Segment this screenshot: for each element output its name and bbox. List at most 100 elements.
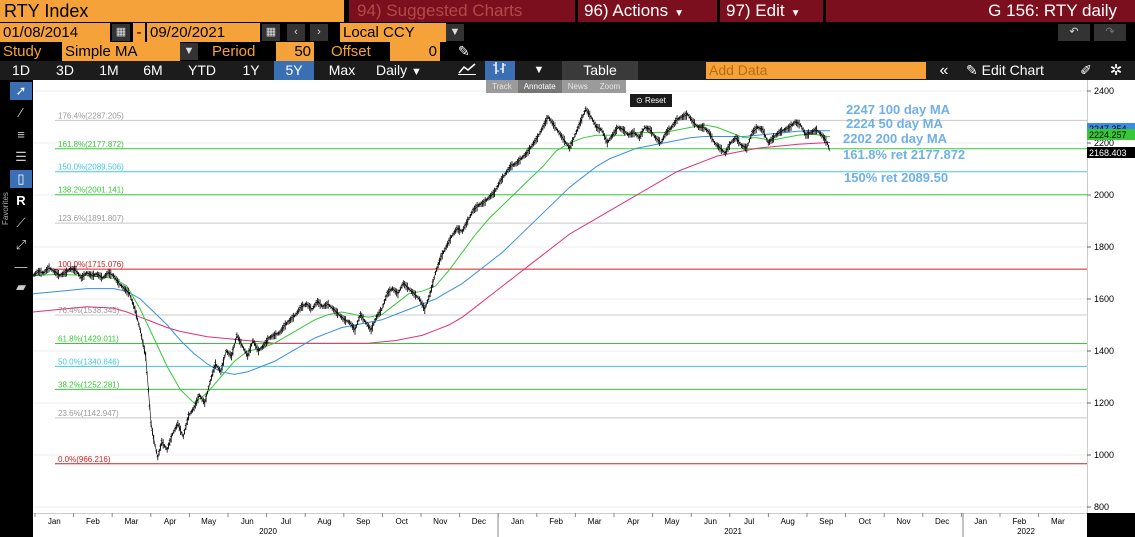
fibonacci-icon[interactable]: ≡ [17, 127, 25, 142]
collapse-icon[interactable]: « [939, 62, 949, 79]
last-value-tag [1087, 147, 1135, 158]
x-month-label: Sep [819, 517, 834, 526]
window-title: G 156: RTY daily [826, 0, 1135, 22]
x-axis-svg: Jan Feb Mar Apr May Jun Jul Aug Sep Oct Nov Dec Jan F… [33, 512, 1087, 537]
y-tick-label: 2400 [1094, 86, 1114, 96]
chevron-down-icon: ▼ [674, 8, 685, 19]
zoom-button[interactable]: Zoom [599, 82, 621, 91]
chevron-left-icon[interactable]: ‹ [287, 24, 305, 41]
pen-icon[interactable]: ∕ [19, 105, 23, 120]
start-date-field[interactable]: 01/08/2014 [0, 23, 110, 42]
redo-icon[interactable]: ↷ [1094, 24, 1126, 41]
chevron-right-icon[interactable]: › [310, 24, 328, 41]
gear-icon[interactable]: ✲ [1109, 62, 1123, 79]
ma-annotation: 2202 200 day MA [843, 131, 948, 146]
x-year-label: 2020 [259, 527, 277, 536]
chevron-down-icon[interactable]: ▼ [533, 64, 545, 76]
track-button[interactable]: Track [492, 82, 512, 91]
range-1d[interactable]: 1D [12, 62, 30, 78]
range-ytd[interactable]: YTD [188, 62, 216, 78]
fib-level-label: 176.4%(2287.205) [58, 111, 124, 120]
x-month-label: Jun [704, 517, 717, 526]
x-month-label: Nov [896, 517, 910, 526]
add-data-input[interactable]: Add Data [706, 62, 926, 79]
r-tool-icon[interactable]: R [10, 192, 32, 210]
offset-field[interactable]: 0 [390, 42, 440, 61]
end-date-field[interactable]: 09/20/2021 [147, 23, 260, 42]
x-month-label: Dec [472, 517, 486, 526]
fib-level-label: 138.2%(2001.141) [58, 186, 124, 195]
actions-menu[interactable]: 96) Actions ▼ [578, 0, 717, 22]
reset-button[interactable]: ⊙ Reset [630, 94, 672, 107]
reset-icon: ⊙ [636, 96, 643, 105]
ohlc-bars-icon [493, 62, 506, 74]
fib-level-label: 150.0%(2089.506) [58, 163, 124, 172]
price-chart[interactable]: 176.4%(2287.205) 161.8%(2177.872) 150.0%(2… [31, 80, 1087, 513]
y-tick-label: 1200 [1094, 398, 1114, 408]
chevron-down-icon[interactable]: ▼ [446, 24, 464, 41]
period-field[interactable]: 50 [276, 42, 314, 61]
range-5y[interactable]: 5Y [274, 61, 314, 80]
news-button[interactable]: News [567, 82, 588, 91]
x-month-label: Jan [48, 517, 61, 526]
chevron-down-icon: ▼ [411, 66, 422, 78]
calendar-icon[interactable]: ▦ [112, 24, 130, 41]
y-axis-svg: 240022002000180016001400120010008002247.… [1086, 80, 1135, 513]
pencil-icon[interactable]: ✎ [458, 43, 470, 59]
y-tick-label: 1600 [1094, 294, 1114, 304]
fib-level-label: 100.0%(1715.076) [58, 260, 124, 269]
channel-icon[interactable]: ▰ [16, 279, 26, 294]
range-1m[interactable]: 1M [99, 62, 119, 78]
range-1y[interactable]: 1Y [242, 62, 260, 78]
ma50-line [32, 124, 831, 404]
edit-label: 97) Edit [726, 1, 785, 20]
x-month-label: Mar [1051, 517, 1065, 526]
x-month-label: May [201, 517, 216, 526]
annotate-button[interactable]: Annotate [517, 80, 562, 93]
cursor-icon[interactable]: ➚ [10, 82, 32, 100]
horizontal-line-icon[interactable]: — [14, 259, 28, 274]
bar-chart-icon[interactable] [485, 61, 515, 80]
chart-area[interactable]: 176.4%(2287.205) 161.8%(2177.872) 150.0%(2… [31, 80, 1087, 513]
study-label: Study [3, 43, 42, 60]
y-tick-label: 1000 [1094, 450, 1114, 460]
ray-icon[interactable]: ⤢ [15, 237, 27, 252]
range-3d[interactable]: 3D [56, 62, 74, 78]
reset-label: Reset [644, 96, 666, 105]
ma100-line [32, 129, 830, 375]
fib-level-label: 123.6%(1891.807) [58, 214, 124, 223]
fib-level-label: 76.4%(1538.345) [58, 306, 120, 315]
line-chart-icon[interactable] [452, 61, 482, 80]
ma-annotation: 150% ret 2089.50 [844, 170, 948, 185]
x-month-label: May [664, 517, 679, 526]
y-tick-label: 2000 [1094, 190, 1114, 200]
table-button[interactable]: Table [562, 61, 638, 80]
y-tick-label: 1400 [1094, 346, 1114, 356]
x-month-label: Mar [588, 517, 602, 526]
x-year-label: 2021 [724, 527, 742, 536]
calendar-icon[interactable]: ▦ [262, 24, 280, 41]
study-select[interactable]: Simple MA [62, 42, 180, 61]
edit-chart-button[interactable]: ✎ Edit Chart [962, 61, 1072, 80]
undo-icon[interactable]: ↶ [1058, 24, 1090, 41]
security-field[interactable]: RTY Index [0, 0, 344, 22]
x-month-label: Feb [86, 517, 100, 526]
range-max[interactable]: Max [328, 62, 356, 78]
fib-level-label: 38.2%(1252.281) [58, 380, 120, 389]
currency-select[interactable]: Local CCY [340, 23, 446, 42]
rectangle-icon[interactable]: ▯ [10, 170, 32, 188]
edit-menu[interactable]: 97) Edit ▼ [720, 0, 823, 22]
header-bar: RTY Index 94) Suggested Charts 96) Actio… [0, 0, 1135, 22]
frequency-select[interactable]: Daily ▼ [370, 61, 446, 80]
levels-icon[interactable]: ☰ [15, 149, 27, 164]
y-tick-label: 2200 [1094, 138, 1114, 148]
chevron-down-icon[interactable]: ▼ [180, 43, 198, 60]
suggested-charts-button[interactable]: 94) Suggested Charts [349, 0, 575, 22]
range-6m[interactable]: 6M [143, 62, 163, 78]
chart-edit-icon[interactable]: ✐ [1080, 62, 1092, 78]
y-axis: 240022002000180016001400120010008002247.… [1086, 80, 1135, 513]
trendline-icon[interactable]: ⟋ [16, 215, 26, 230]
ma-annotation: 2224 50 day MA [846, 116, 943, 131]
x-month-label: Oct [859, 517, 872, 526]
actions-label: 96) Actions [584, 1, 669, 20]
